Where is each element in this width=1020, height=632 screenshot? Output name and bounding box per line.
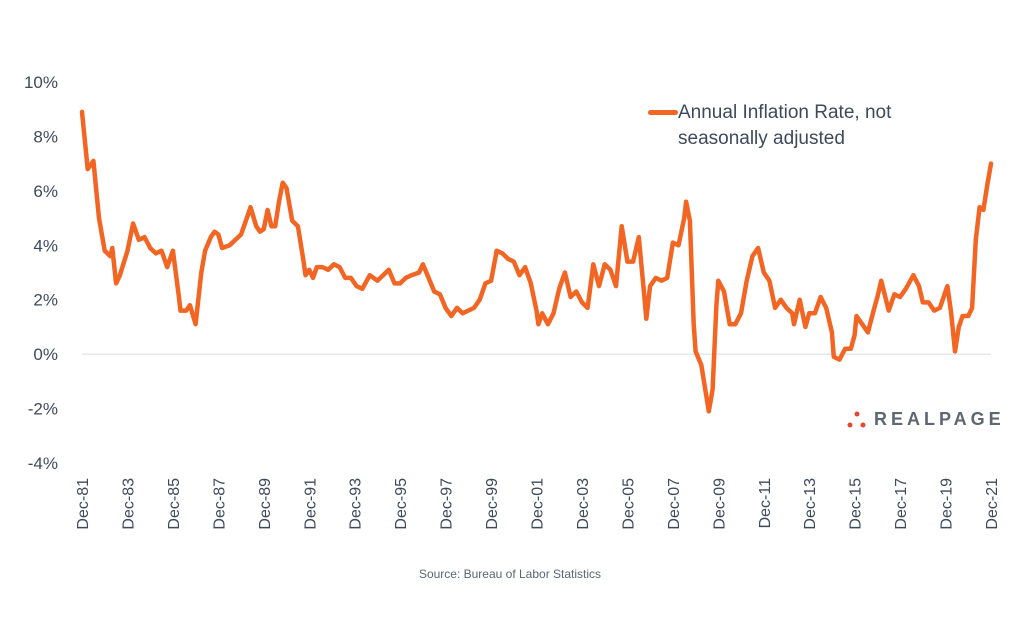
- y-tick-label: 4%: [33, 236, 58, 255]
- legend-label: Annual Inflation Rate, not seasonally ad…: [678, 102, 892, 149]
- legend: Annual Inflation Rate, not seasonally ad…: [648, 100, 918, 152]
- y-axis-ticks: 10% 8% 6% 4% 2% 0% -2% -4%: [24, 73, 58, 473]
- y-tick-label: -4%: [28, 454, 58, 473]
- x-tick-label: Dec-03: [575, 478, 592, 530]
- x-axis-ticks: Dec-81 Dec-83 Dec-85 Dec-87 Dec-89 Dec-91 Dec-…: [75, 478, 1001, 530]
- y-tick-label: -2%: [28, 400, 58, 419]
- x-tick-label: Dec-81: [75, 478, 92, 530]
- x-tick-label: Dec-93: [348, 478, 365, 530]
- logo-dots-icon: [847, 411, 866, 427]
- x-tick-label: Dec-83: [120, 478, 137, 530]
- x-tick-label: Dec-97: [439, 478, 456, 530]
- x-tick-label: Dec-01: [530, 478, 547, 530]
- x-tick-label: Dec-87: [211, 478, 228, 530]
- x-tick-label: Dec-17: [893, 478, 910, 530]
- series-line-annual-inflation: [79, 109, 994, 414]
- y-tick-label: 0%: [33, 345, 58, 364]
- x-tick-label: Dec-95: [393, 478, 410, 530]
- x-tick-label: Dec-09: [711, 478, 728, 530]
- source-note: Source: Bureau of Labor Statistics: [418, 567, 602, 581]
- legend-swatch: [648, 110, 678, 115]
- x-tick-label: Dec-19: [939, 478, 956, 530]
- x-tick-label: Dec-85: [166, 478, 183, 530]
- y-tick-label: 10%: [24, 73, 58, 92]
- x-tick-label: Dec-11: [757, 478, 774, 528]
- x-tick-label: Dec-21: [984, 478, 1001, 530]
- y-tick-label: 2%: [33, 291, 58, 310]
- x-tick-label: Dec-15: [848, 478, 865, 530]
- realpage-logo: REALPAGE: [846, 409, 1005, 430]
- x-tick-label: Dec-07: [666, 478, 683, 530]
- x-tick-label: Dec-89: [257, 478, 274, 530]
- x-tick-label: Dec-05: [620, 478, 637, 530]
- logo-text: REALPAGE: [874, 409, 1005, 429]
- x-tick-label: Dec-99: [484, 478, 501, 530]
- y-tick-label: 6%: [33, 182, 58, 201]
- x-tick-label: Dec-91: [302, 478, 319, 530]
- y-tick-label: 8%: [33, 127, 58, 146]
- x-tick-label: Dec-13: [802, 478, 819, 530]
